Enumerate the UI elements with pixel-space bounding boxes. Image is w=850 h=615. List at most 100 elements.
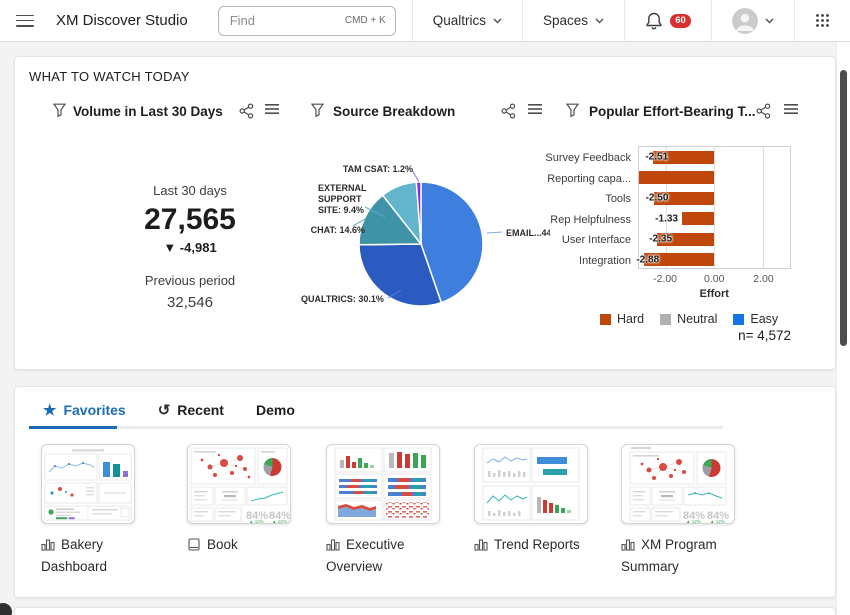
source-widget-header: Source Breakdown (333, 102, 455, 120)
notification-count-badge: 60 (670, 13, 691, 28)
dashboard-label-executive[interactable]: Executive Overview (326, 537, 405, 574)
account-menu[interactable] (711, 0, 794, 41)
bar (639, 171, 715, 184)
legend-swatch (600, 313, 611, 325)
effort-widget-header: Popular Effort-Bearing T... (589, 102, 756, 120)
widget-menu-icon[interactable] (528, 103, 542, 115)
gridline (665, 147, 667, 268)
filter-icon[interactable] (311, 103, 324, 117)
thumbnail-preview: 84% 84% ▲ 12% ▲ 12% (629, 447, 729, 523)
qualtrics-menu[interactable]: Qualtrics (411, 0, 522, 41)
filter-icon[interactable] (53, 103, 66, 117)
pie-slice-chat[interactable] (358, 194, 423, 246)
svg-text:▲ 12%: ▲ 12% (686, 519, 701, 523)
dashboard-label-bakery[interactable]: Bakery Dashboard (41, 537, 108, 574)
chevron-down-icon (765, 17, 774, 24)
bar-row-tools: -2.50 (639, 188, 790, 209)
legend-item-easy[interactable]: Easy (733, 312, 778, 326)
share-icon[interactable] (501, 103, 516, 119)
thumbnail-preview: 84% 84% ▲ 12% ▲ 12% (190, 447, 290, 523)
thumbnail-preview (482, 447, 580, 521)
notifications-button[interactable]: 60 (624, 0, 711, 41)
volume-widget-title: Volume in Last 30 Days (73, 103, 223, 119)
widget-menu-icon[interactable] (265, 103, 279, 115)
dashboard-chart-icon (326, 537, 340, 557)
share-icon[interactable] (239, 103, 254, 119)
legend-item-hard[interactable]: Hard (600, 312, 644, 326)
main-menu-icon[interactable] (16, 14, 34, 27)
bar (653, 150, 715, 164)
volume-widget-header: Volume in Last 30 Days (73, 102, 223, 120)
dashboard-thumbnail-xm-program[interactable]: 84% 84% ▲ 12% ▲ 12% (621, 444, 735, 524)
tab-recent[interactable]: ↺ Recent (157, 401, 224, 419)
widget-menu-icon[interactable] (784, 103, 798, 115)
chevron-down-icon (595, 17, 604, 24)
search-input[interactable] (227, 12, 339, 29)
category-label: Integration (579, 254, 631, 267)
section-title: WHAT TO WATCH TODAY (29, 69, 190, 84)
tab-demo[interactable]: Demo (255, 402, 295, 418)
volume-period-label: Last 30 days (153, 183, 227, 198)
dashboard-label-trend-reports[interactable]: Trend Reports (474, 535, 590, 557)
page-scrollbar-track (836, 42, 850, 615)
svg-text:84%: 84% (683, 510, 705, 522)
bar-value-label: -2.50 (645, 192, 669, 204)
top-navigation-bar: XM Discover Studio CMD + K Qualtrics Spa… (0, 0, 850, 42)
app-switcher-waffle-icon[interactable] (794, 0, 850, 41)
search-shortcut-hint: CMD + K (344, 15, 386, 26)
bar (644, 253, 715, 266)
source-widget-title: Source Breakdown (333, 103, 456, 119)
volume-previous-value: 32,546 (167, 294, 213, 311)
share-icon[interactable] (756, 103, 771, 119)
pie-slice-qualtrics[interactable] (358, 243, 443, 307)
effort-x-axis-ticks: -2.00 0.00 2.00 (638, 273, 791, 285)
volume-previous-label: Previous period (144, 273, 236, 288)
bottom-left-floating-button[interactable] (0, 603, 12, 615)
category-label: Survey Feedback (545, 152, 631, 164)
avatar (732, 7, 758, 34)
tab-favorites[interactable]: ★ Favorites (43, 401, 126, 419)
legend-swatch (660, 313, 672, 325)
bar-row-user-interface: -2.35 (639, 229, 790, 250)
x-tick: 2.00 (753, 273, 774, 285)
filter-icon[interactable] (566, 103, 579, 117)
global-search-box[interactable]: CMD + K (217, 5, 396, 36)
legend-item-neutral[interactable]: Neutral (660, 312, 717, 326)
volume-metric[interactable]: Last 30 days 27,565 ▼ -4,981 Previous pe… (45, 183, 335, 311)
effort-category-labels: Survey Feedback Reporting capa... Tools … (515, 148, 631, 271)
star-icon: ★ (43, 401, 57, 419)
dashboard-thumbnail-book[interactable]: 84% 84% ▲ 12% ▲ 12% (187, 444, 291, 524)
category-label: Reporting capa... (547, 172, 631, 185)
bell-icon (645, 11, 663, 31)
spaces-menu[interactable]: Spaces (521, 0, 624, 41)
tab-underline-track (29, 426, 723, 429)
svg-text:84%: 84% (707, 510, 729, 522)
gridline (714, 147, 716, 268)
bar-value-label: -2.35 (649, 233, 673, 245)
thumbnail-preview (334, 447, 432, 521)
dashboard-chart-icon (621, 537, 635, 557)
svg-text:84%: 84% (246, 510, 268, 522)
svg-text:▲ 12%: ▲ 12% (249, 519, 264, 523)
page-scrollbar-thumb[interactable] (840, 70, 847, 346)
dashboard-label-xm-program[interactable]: XM Program Summary (621, 537, 717, 574)
pie-slice-email[interactable] (420, 181, 484, 304)
dashboard-label-book[interactable]: Book (187, 535, 303, 557)
effort-legend: Hard Neutral Easy (600, 312, 778, 326)
dashboard-thumbnail-trend-reports[interactable] (474, 444, 588, 524)
effort-bar-chart[interactable]: -2.51 -2.50 -1.33 -2.35 -2.88 (636, 146, 791, 271)
history-clock-icon: ↺ (157, 401, 171, 419)
book-icon (187, 537, 201, 557)
svg-text:84%: 84% (269, 510, 290, 522)
dashboard-thumbnail-bakery[interactable] (41, 444, 135, 524)
dashboards-section-card: ★ Favorites ↺ Recent Demo (14, 386, 836, 598)
source-pie-chart[interactable] (301, 152, 546, 352)
chevron-down-icon (493, 17, 502, 24)
bar-row-integration: -2.88 (636, 250, 790, 271)
gridline (762, 147, 764, 268)
category-label: User Interface (561, 234, 631, 246)
dashboard-thumbnail-executive[interactable] (326, 444, 440, 524)
dashboard-chart-icon (41, 537, 55, 557)
legend-swatch (733, 313, 745, 325)
